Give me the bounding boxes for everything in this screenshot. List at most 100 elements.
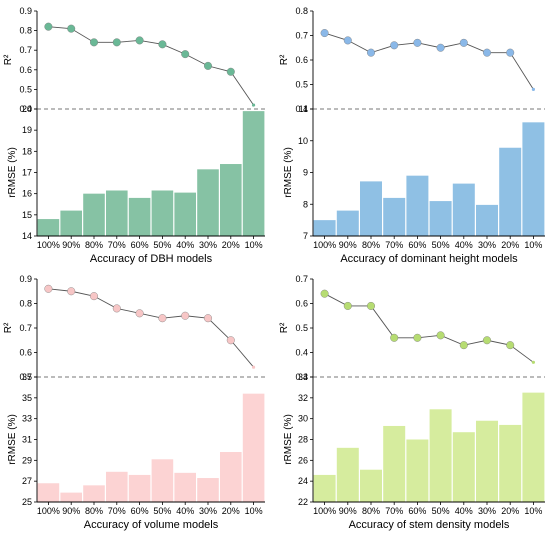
r2-ytick-label: 0.5 xyxy=(19,84,32,94)
r2-ytick-label: 0.8 xyxy=(19,299,32,309)
x-tick-label: 40% xyxy=(176,506,194,516)
r2-point xyxy=(158,314,167,323)
rmse-axis-label: rRMSE (%) xyxy=(283,147,294,198)
r2-axis-label: R² xyxy=(3,54,14,65)
rmse-ytick-label: 7 xyxy=(303,231,308,241)
r2-point xyxy=(367,48,376,57)
x-tick-label: 100% xyxy=(313,240,336,250)
r2-ytick-label: 0.9 xyxy=(19,274,32,284)
r2-ytick-label: 0.3 xyxy=(295,372,308,382)
r2-point xyxy=(459,38,468,47)
rmse-ytick-label: 8 xyxy=(303,199,308,209)
rmse-bar xyxy=(242,393,265,502)
rmse-bar xyxy=(174,472,196,502)
r2-ytick-label: 0.5 xyxy=(295,323,308,333)
rmse-ytick-label: 34 xyxy=(298,372,308,382)
r2-point xyxy=(343,36,352,45)
panel-dominant-height: 0.4 0.5 0.6 0.7 0.8 7 8 9 10 11 100% 90% 80% 70% 60% 50… xyxy=(279,6,545,265)
r2-line xyxy=(48,26,254,106)
rmse-ytick-label: 35 xyxy=(22,393,32,403)
r2-point xyxy=(112,304,121,313)
rmse-ytick-label: 15 xyxy=(22,210,32,220)
rmse-ytick-label: 10 xyxy=(298,136,308,146)
rmse-ytick-label: 32 xyxy=(298,393,308,403)
r2-point xyxy=(181,311,190,320)
rmse-bar xyxy=(128,197,151,236)
r2-point xyxy=(459,341,468,350)
x-tick-label: 70% xyxy=(108,506,126,516)
x-tick-label: 80% xyxy=(85,506,103,516)
r2-ytick-label: 0.5 xyxy=(295,80,308,90)
r2-ytick-label: 0.6 xyxy=(295,299,308,309)
rmse-ytick-label: 28 xyxy=(298,435,308,445)
r2-point xyxy=(531,87,536,91)
rmse-bar xyxy=(60,210,82,236)
x-axis-label: Accuracy of DBH models xyxy=(90,253,213,265)
rmse-ytick-label: 20 xyxy=(22,104,32,114)
rmse-bar xyxy=(106,471,128,502)
rmse-bar xyxy=(151,459,174,502)
r2-ytick-label: 0.9 xyxy=(19,6,32,16)
r2-point xyxy=(252,365,256,369)
r2-point xyxy=(89,292,98,301)
rmse-axis-label: rRMSE (%) xyxy=(7,147,18,198)
r2-axis-label: R² xyxy=(3,322,14,333)
rmse-bar xyxy=(174,192,196,236)
rmse-bar xyxy=(383,425,406,502)
rmse-bar xyxy=(429,201,452,236)
rmse-bar xyxy=(336,447,359,502)
x-axis-label: Accuracy of volume models xyxy=(84,519,219,531)
r2-point xyxy=(135,309,144,318)
x-tick-label: 40% xyxy=(455,506,473,516)
panel-dbh: 0.4 0.5 0.6 0.7 0.8 0.9 14 15 16 17 18 19 20 100% 90% 8… xyxy=(3,6,265,265)
x-tick-label: 70% xyxy=(108,240,126,250)
panel-stem-density: 0.3 0.4 0.5 0.6 0.7 22 24 26 28 30 32 34 100% 90% 80% 7… xyxy=(279,274,545,531)
r2-point xyxy=(252,103,256,107)
x-tick-label: 10% xyxy=(245,506,263,516)
rmse-bar xyxy=(476,420,498,502)
x-tick-label: 50% xyxy=(432,240,450,250)
r2-point xyxy=(483,48,492,57)
r2-point xyxy=(158,40,167,49)
x-tick-label: 30% xyxy=(199,240,217,250)
x-tick-label: 70% xyxy=(385,240,403,250)
rmse-bar xyxy=(197,169,219,236)
x-tick-label: 40% xyxy=(455,240,473,250)
rmse-ytick-label: 30 xyxy=(298,414,308,424)
r2-point xyxy=(506,48,515,57)
x-tick-label: 100% xyxy=(37,506,60,516)
rmse-bar xyxy=(60,492,82,503)
x-tick-label: 30% xyxy=(478,240,496,250)
r2-point xyxy=(413,333,422,342)
x-tick-label: 100% xyxy=(313,506,336,516)
r2-point xyxy=(320,289,329,298)
rmse-bar xyxy=(220,452,242,502)
rmse-bar xyxy=(452,432,475,502)
r2-point xyxy=(436,43,445,52)
x-tick-label: 50% xyxy=(432,506,450,516)
rmse-bar xyxy=(406,175,429,236)
rmse-bar xyxy=(106,190,128,236)
x-tick-label: 80% xyxy=(362,506,380,516)
r2-ytick-label: 0.6 xyxy=(19,65,32,75)
r2-ytick-label: 0.8 xyxy=(295,6,308,16)
rmse-ytick-label: 19 xyxy=(22,125,32,135)
r2-point xyxy=(390,41,399,50)
r2-point xyxy=(226,336,235,345)
rmse-ytick-label: 24 xyxy=(298,476,308,486)
x-axis-label: Accuracy of stem density models xyxy=(349,519,510,531)
x-tick-label: 10% xyxy=(524,506,542,516)
r2-ytick-label: 0.7 xyxy=(295,31,308,41)
rmse-bar xyxy=(242,111,265,236)
x-tick-label: 100% xyxy=(37,240,60,250)
rmse-bar xyxy=(452,183,475,236)
rmse-ytick-label: 17 xyxy=(22,168,32,178)
x-tick-label: 90% xyxy=(62,240,80,250)
x-tick-label: 90% xyxy=(62,506,80,516)
rmse-bar xyxy=(313,474,336,502)
r2-point xyxy=(436,331,445,340)
r2-point xyxy=(413,38,422,47)
rmse-ytick-label: 22 xyxy=(298,497,308,507)
rmse-bar xyxy=(128,474,151,502)
